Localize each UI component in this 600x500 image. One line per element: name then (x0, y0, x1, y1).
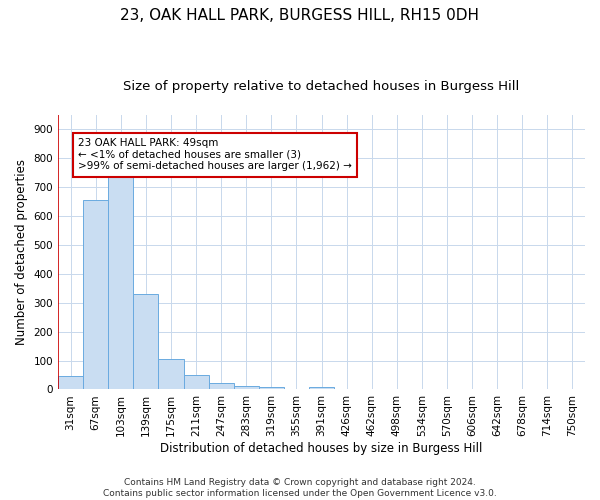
Title: Size of property relative to detached houses in Burgess Hill: Size of property relative to detached ho… (124, 80, 520, 93)
Bar (233, 386, 259, 390)
Bar (108, 176, 133, 390)
Text: Contains HM Land Registry data © Crown copyright and database right 2024.
Contai: Contains HM Land Registry data © Crown c… (103, 478, 497, 498)
Bar (259, 387, 284, 390)
Bar (209, 383, 233, 390)
X-axis label: Distribution of detached houses by size in Burgess Hill: Distribution of detached houses by size … (160, 442, 483, 455)
Bar (58, 376, 83, 390)
Text: 23 OAK HALL PARK: 49sqm
← <1% of detached houses are smaller (3)
>99% of semi-de: 23 OAK HALL PARK: 49sqm ← <1% of detache… (78, 138, 352, 172)
Text: 23, OAK HALL PARK, BURGESS HILL, RH15 0DH: 23, OAK HALL PARK, BURGESS HILL, RH15 0D… (121, 8, 479, 22)
Y-axis label: Number of detached properties: Number of detached properties (15, 159, 28, 345)
Bar (133, 294, 158, 390)
Bar (83, 200, 108, 390)
Bar (158, 359, 184, 390)
Bar (309, 387, 334, 390)
Bar (184, 375, 209, 390)
